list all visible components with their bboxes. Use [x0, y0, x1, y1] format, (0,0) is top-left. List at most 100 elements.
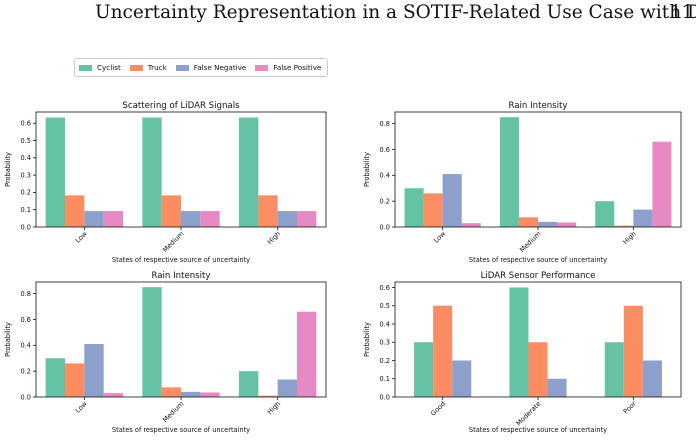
bar-false-negative	[277, 211, 297, 227]
y-tick-label: 0.5	[380, 302, 391, 310]
bar-false-negative	[84, 211, 104, 227]
x-axis-label: States of respective source of uncertain…	[469, 256, 607, 264]
plot-frame	[394, 111, 682, 228]
bar-truck	[528, 342, 548, 397]
bar-false-negative	[442, 174, 462, 227]
y-tick-label: 0.2	[380, 197, 391, 205]
legend-swatch	[255, 64, 269, 71]
bar-false-positive	[200, 392, 220, 397]
legend-item: False Negative	[175, 63, 247, 72]
y-tick-label: 0.1	[21, 206, 32, 214]
y-tick-label: 0.0	[21, 393, 32, 401]
figure-legend: Cyclist Truck False Negative False Positive	[74, 58, 329, 77]
y-tick-label: 0.0	[380, 223, 391, 231]
bar-cyclist	[414, 342, 434, 397]
legend-swatch	[175, 64, 189, 71]
x-axis-label: States of respective source of uncertain…	[469, 426, 607, 434]
bar-cyclist	[509, 287, 529, 397]
y-tick-label: 0.3	[380, 339, 391, 347]
bar-truck	[258, 395, 278, 397]
chart-3: Rain Intensity 0.0 0.2 0.4 0.6 0.8 Low Medium Hi…	[4, 271, 327, 434]
y-tick-label: 0.4	[380, 172, 391, 180]
bar-cyclist	[499, 117, 519, 227]
bar-false-positive	[557, 222, 577, 227]
x-tick-label: Medium	[161, 230, 185, 254]
bar-truck	[433, 305, 453, 397]
bar-false-positive	[652, 141, 672, 227]
bar-truck	[614, 225, 634, 227]
x-tick-label: Low	[432, 229, 447, 244]
y-tick-label: 0.8	[21, 290, 32, 298]
bar-truck	[423, 193, 443, 227]
y-tick-label: 0.0	[380, 393, 391, 401]
bar-false-negative	[277, 379, 297, 397]
legend-swatch	[79, 64, 92, 71]
y-tick-label: 0.4	[21, 342, 32, 350]
bar-cyclist	[142, 287, 162, 397]
y-tick-label: 0.6	[21, 120, 32, 128]
y-tick-label: 0.2	[21, 189, 32, 197]
bar-false-positive	[461, 223, 481, 227]
x-tick-label: High	[266, 400, 282, 416]
plot-frame	[394, 281, 682, 398]
bar-truck	[258, 195, 278, 227]
y-tick-label: 0.2	[21, 367, 32, 375]
bar-truck	[161, 195, 181, 227]
bar-cyclist	[239, 117, 259, 227]
chart-title: Rain Intensity	[151, 271, 210, 281]
bar-truck	[65, 195, 85, 227]
chart-title: Scattering of LiDAR Signals	[122, 101, 240, 111]
x-axis-label: States of respective source of uncertain…	[112, 426, 250, 434]
y-tick-label: 0.3	[21, 171, 32, 179]
legend-item: False Positive	[255, 63, 321, 72]
chart-2: Rain Intensity 0.0 0.2 0.4 0.6 0.8 Low Medium Hi…	[363, 101, 682, 264]
legend-item: Cyclist	[79, 63, 121, 72]
page-header: Uncertainty Representation in a SOTIF-Re…	[0, 0, 696, 40]
bar-cyclist	[604, 342, 624, 397]
bar-false-negative	[452, 360, 472, 397]
bar-false-positive	[103, 393, 123, 397]
bar-truck	[161, 387, 181, 397]
x-tick-label: Poor	[622, 400, 638, 416]
x-tick-label: Low	[74, 229, 89, 244]
x-tick-label: High	[621, 230, 637, 246]
bar-false-positive	[297, 211, 317, 227]
y-tick-label: 0.2	[380, 357, 391, 365]
y-axis-label: Probability	[4, 152, 12, 187]
bar-false-positive	[297, 311, 317, 397]
x-tick-label: Medium	[161, 400, 185, 424]
y-tick-label: 0.4	[21, 154, 32, 162]
y-tick-label: 0.6	[380, 284, 391, 292]
bar-false-negative	[181, 391, 201, 397]
chart-title: LiDAR Sensor Performance	[481, 271, 596, 281]
bar-false-negative	[538, 221, 558, 227]
y-axis-label: Probability	[363, 152, 371, 187]
bar-false-negative	[633, 209, 653, 227]
bar-cyclist	[404, 188, 424, 227]
bar-false-negative	[84, 344, 104, 397]
bar-truck	[65, 363, 85, 397]
x-axis-label: States of respective source of uncertain…	[112, 256, 250, 264]
x-tick-label: Moderate	[515, 400, 543, 428]
legend-label: Truck	[147, 63, 167, 72]
chart-1: Scattering of LiDAR Signals 0.0 0.1 0.2 0.3 0…	[4, 101, 327, 264]
plot-frame	[35, 281, 327, 398]
bar-false-negative	[181, 211, 201, 227]
y-tick-label: 0.0	[21, 223, 32, 231]
bar-false-negative	[547, 378, 567, 397]
x-tick-label: Low	[74, 399, 89, 414]
bar-cyclist	[45, 117, 65, 227]
legend-label: False Positive	[273, 63, 322, 72]
bar-false-positive	[103, 211, 123, 227]
legend-label: False Negative	[193, 63, 247, 72]
y-tick-label: 0.4	[380, 320, 391, 328]
page-number: 11	[670, 2, 694, 23]
plot-frame	[35, 111, 327, 228]
y-tick-label: 0.6	[21, 316, 32, 324]
chart-title: Rain Intensity	[508, 101, 567, 111]
y-axis-label: Probability	[363, 322, 371, 357]
bar-cyclist	[595, 201, 615, 227]
running-title: Uncertainty Representation in a SOTIF-Re…	[95, 2, 696, 23]
bar-truck	[518, 217, 538, 227]
